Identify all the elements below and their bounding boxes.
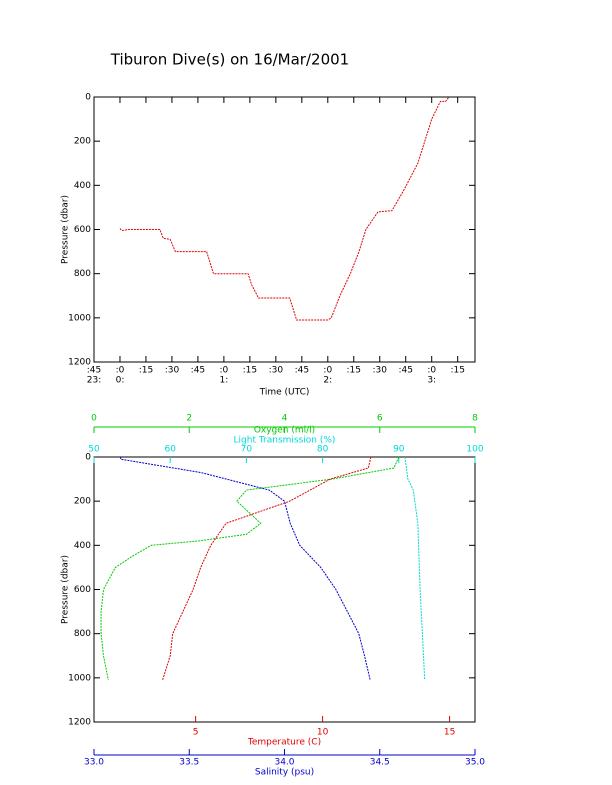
x-tick-label: 8	[472, 414, 478, 424]
x-tick-label: :45	[87, 366, 101, 376]
x-hour-label: 2:	[323, 376, 332, 386]
x-tick-label: :0	[427, 366, 436, 376]
x-tick-label: :30	[373, 366, 388, 376]
profile-line	[120, 457, 371, 681]
x-tick-label: :0	[220, 366, 229, 376]
x-tick-label: 34.0	[274, 758, 294, 768]
x-tick-label: :15	[139, 366, 153, 376]
x-tick-label: :30	[165, 366, 180, 376]
y-tick-label: 200	[74, 137, 91, 147]
x-tick-label: :45	[191, 366, 205, 376]
plot-frame	[93, 96, 476, 363]
x-axis-label: Salinity (psu)	[255, 768, 314, 778]
y-tick-label: 0	[85, 93, 91, 103]
y-tick-label: 1200	[68, 358, 91, 368]
x-tick-label: :45	[398, 366, 412, 376]
y-tick-label: 0	[85, 453, 91, 463]
chart-title: Tiburon Dive(s) on 16/Mar/2001	[110, 51, 349, 69]
x-tick-label: 0	[91, 414, 97, 424]
profile-line	[404, 456, 426, 681]
y-tick-label: 1000	[68, 313, 91, 323]
x-axis-label: Time (UTC)	[259, 388, 310, 398]
x-tick-label: :15	[450, 366, 464, 376]
x-tick-label: 2	[186, 414, 192, 424]
x-axis-label: Oxygen (ml/l)	[254, 426, 315, 436]
y-tick-label: 200	[74, 497, 91, 507]
x-tick-label: 33.0	[84, 758, 104, 768]
y-axis-label: Pressure (dbar)	[61, 555, 71, 624]
x-axis-label: Temperature (C)	[247, 738, 321, 748]
x-tick-label: 60	[164, 445, 176, 455]
profile-line	[100, 456, 400, 681]
x-tick-label: 10	[317, 728, 329, 738]
y-tick-label: 800	[74, 269, 91, 279]
x-hour-label: 3:	[427, 376, 436, 386]
y-tick-label: 400	[74, 181, 91, 191]
x-axis-label: Light Transmission (%)	[234, 436, 336, 446]
x-tick-label: 70	[241, 445, 253, 455]
x-tick-label: :15	[347, 366, 361, 376]
x-tick-label: 35.0	[465, 758, 485, 768]
x-tick-label: :0	[116, 366, 125, 376]
x-tick-label: 6	[377, 414, 383, 424]
plot-frame	[93, 456, 476, 723]
x-tick-label: 80	[317, 445, 329, 455]
x-tick-label: 5	[193, 728, 199, 738]
x-tick-label: 90	[393, 445, 405, 455]
x-hour-label: 1:	[220, 376, 229, 386]
x-tick-label: :30	[269, 366, 284, 376]
y-tick-label: 1000	[68, 673, 91, 683]
x-hour-label: 23:	[87, 376, 101, 386]
x-tick-label: 15	[444, 728, 455, 738]
y-tick-label: 400	[74, 541, 91, 551]
x-tick-label: :15	[243, 366, 257, 376]
y-tick-label: 800	[74, 629, 91, 639]
y-axis-label: Pressure (dbar)	[61, 195, 71, 264]
data-line	[119, 96, 450, 321]
x-tick-label: :0	[323, 366, 332, 376]
y-tick-label: 1200	[68, 718, 91, 728]
y-tick-label: 600	[74, 225, 91, 235]
profile-line	[162, 456, 372, 681]
y-tick-label: 600	[74, 585, 91, 595]
x-tick-label: :45	[295, 366, 309, 376]
x-tick-label: 33.5	[179, 758, 199, 768]
x-tick-label: 34.5	[370, 758, 390, 768]
x-tick-label: 50	[88, 445, 100, 455]
x-hour-label: 0:	[116, 376, 125, 386]
x-tick-label: 4	[282, 414, 288, 424]
x-tick-label: 100	[466, 445, 483, 455]
